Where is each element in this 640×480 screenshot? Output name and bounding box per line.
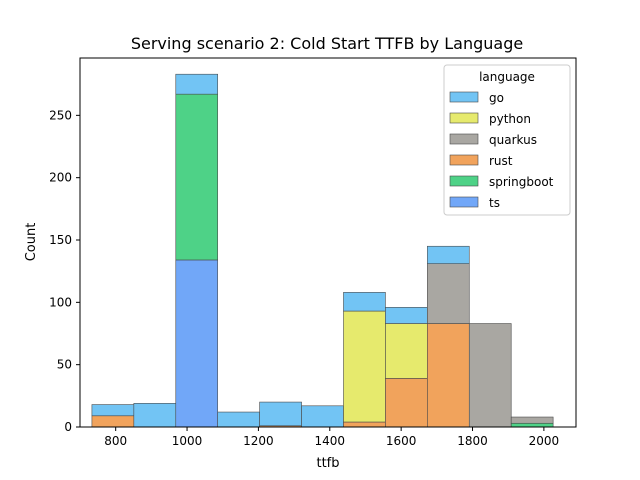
x-tick-label-0: 800: [104, 434, 127, 448]
bar-go-bin-0: [91, 404, 135, 417]
x-axis-label: ttfb: [316, 456, 339, 471]
bar-quarkus-bin-9: [468, 323, 512, 428]
bar-go-bin-8: [427, 245, 470, 264]
legend-swatch-python: [449, 112, 479, 124]
bar-springboot-bin-10: [510, 422, 554, 428]
y-tick-label-5: 250: [49, 108, 72, 122]
y-tick-label-2: 100: [49, 295, 72, 309]
legend-swatch-ts: [449, 196, 479, 208]
bar-quarkus-bin-10: [510, 416, 554, 424]
legend-label-rust: rust: [489, 154, 513, 168]
legend-label-ts: ts: [489, 196, 500, 210]
y-tick-label-4: 200: [49, 171, 72, 185]
x-tick-label-2: 1200: [243, 434, 274, 448]
legend-swatch-rust: [449, 154, 479, 166]
y-axis: 0 50 100 150 200 250: [49, 108, 80, 434]
x-tick-label-5: 1800: [457, 434, 488, 448]
x-tick-label-1: 1000: [172, 434, 203, 448]
legend-swatch-go: [449, 91, 479, 103]
bar-go-bin-6: [343, 292, 386, 312]
bar-go-bin-1: [133, 403, 177, 428]
legend-label-quarkus: quarkus: [489, 133, 537, 147]
chart-title: Serving scenario 2: Cold Start TTFB by L…: [131, 34, 523, 53]
bar-ts-bin-2: [175, 259, 219, 428]
bar-go-bin-4: [259, 401, 302, 427]
bar-python-bin-6: [343, 310, 386, 423]
x-tick-label-6: 2000: [529, 434, 560, 448]
bar-python-bin-7: [385, 323, 428, 379]
legend-label-python: python: [489, 112, 531, 126]
y-axis-label: Count: [24, 223, 39, 262]
bar-springboot-bin-2: [175, 93, 219, 261]
x-axis: 800 1000 1200 1400 1600 1800 2000: [104, 427, 559, 448]
bars-layer: [91, 73, 554, 428]
legend-swatch-springboot: [449, 175, 479, 187]
bar-quarkus-bin-8: [427, 263, 470, 324]
bar-rust-bin-6: [343, 421, 386, 428]
bar-go-bin-2: [175, 73, 219, 95]
legend-label-go: go: [489, 91, 504, 105]
bar-rust-bin-7: [385, 378, 428, 428]
y-tick-label-1: 50: [57, 358, 72, 372]
y-tick-label-0: 0: [64, 420, 72, 434]
legend-swatch-quarkus: [449, 133, 479, 145]
x-tick-label-3: 1400: [315, 434, 346, 448]
legend-title: language: [479, 70, 535, 84]
y-tick-label-3: 150: [49, 233, 72, 247]
legend: language go python quarkus rust springboot ts: [443, 64, 571, 216]
bar-go-bin-5: [301, 405, 344, 428]
bar-go-bin-7: [385, 307, 428, 324]
bar-rust-bin-0: [91, 415, 135, 428]
bar-go-bin-3: [217, 411, 260, 428]
x-tick-label-4: 1600: [386, 434, 417, 448]
plot-frame: [79, 57, 577, 428]
legend-label-springboot: springboot: [489, 175, 554, 189]
bar-rust-bin-8: [427, 323, 470, 428]
